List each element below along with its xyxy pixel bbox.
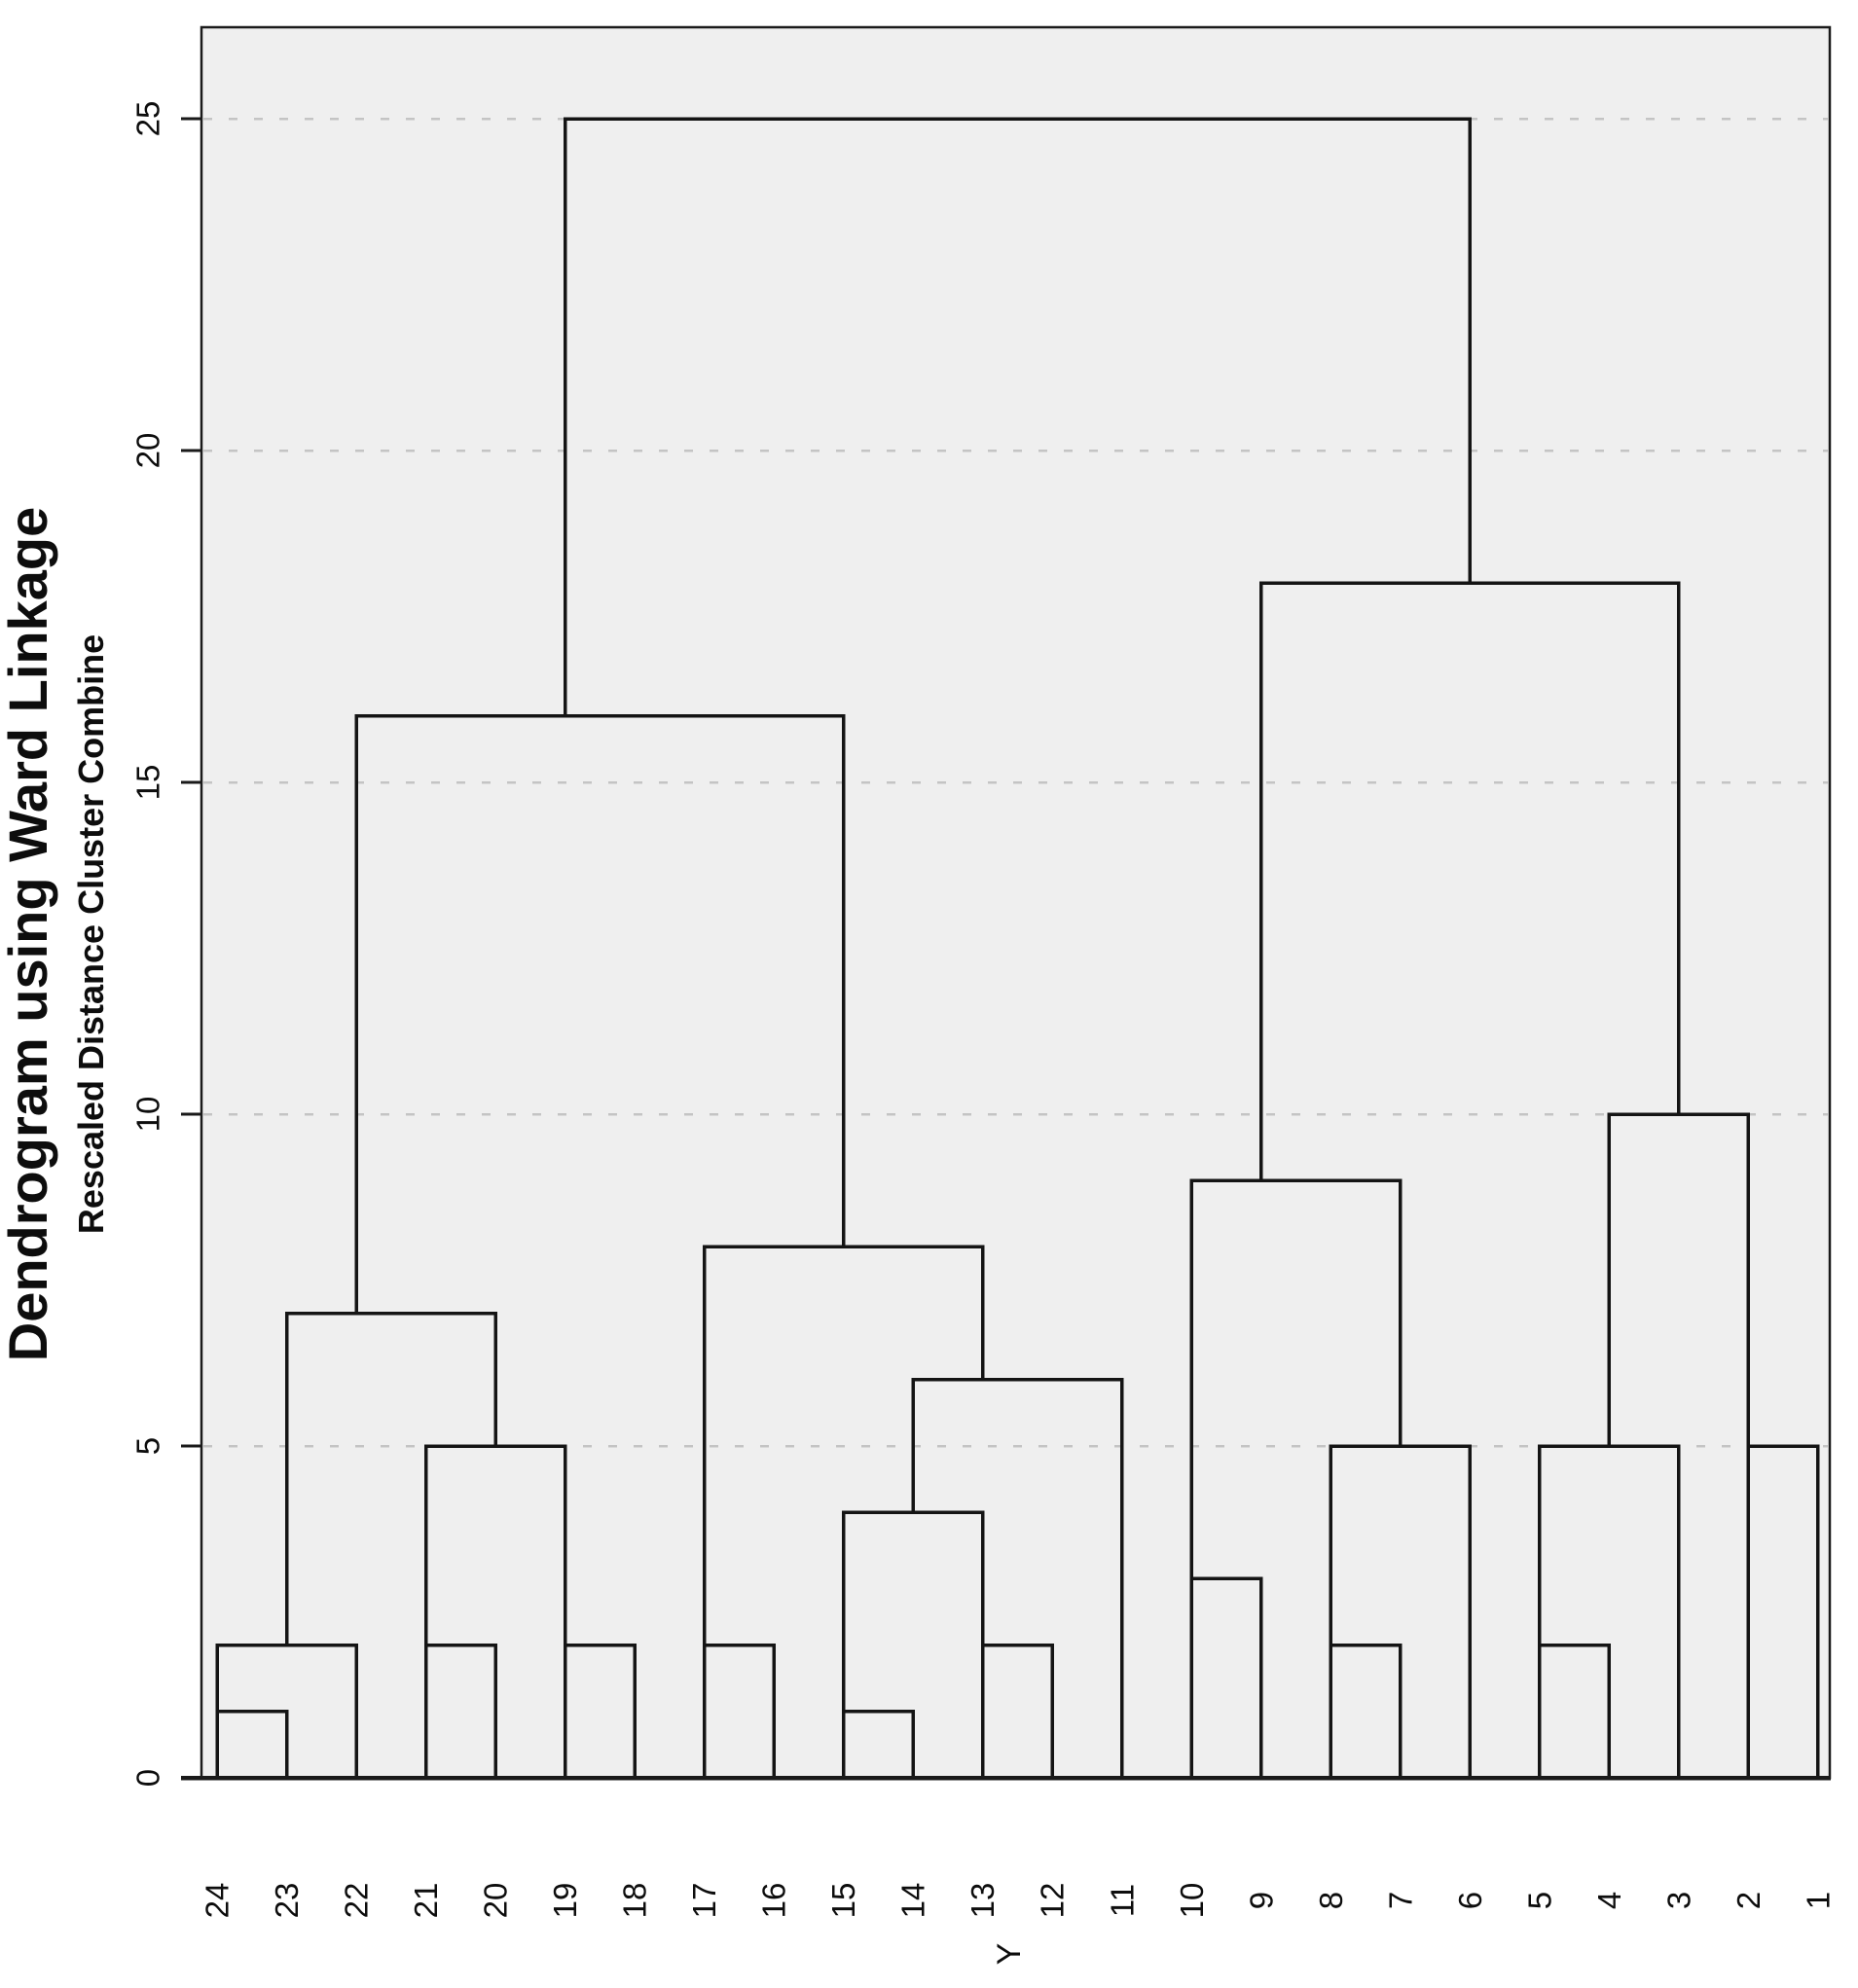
case-label: 1 [1800,1892,1836,1909]
tree-branch [563,117,1473,716]
case-label: 13 [965,1883,1001,1919]
tree-branch [1189,1178,1403,1579]
tree-branch [215,1710,289,1778]
case-label: 19 [547,1883,583,1919]
tree-branch [980,1643,1054,1778]
tree-branch [284,1311,497,1645]
case-label: 11 [1104,1884,1140,1917]
case-label: 8 [1313,1892,1349,1909]
tree-branch [841,1710,915,1778]
case-label: 3 [1660,1892,1696,1909]
distance-axis: 0 5 10 15 20 25 [130,101,1831,1787]
axis-tick-label: 15 [130,765,166,801]
tree-branch [1189,1576,1263,1778]
axis-tick-label: 25 [130,101,166,137]
case-label: 14 [895,1883,931,1919]
tree-branch [702,1643,776,1778]
axis-tick-label: 20 [130,433,166,469]
case-label: 12 [1035,1883,1071,1919]
case-label: 17 [686,1883,722,1919]
case-label: 18 [617,1883,653,1919]
case-axis-label: Y [991,1943,1028,1966]
tree-branch [1329,1643,1403,1778]
case-label: 23 [269,1883,305,1919]
case-label: 22 [339,1883,375,1919]
dendrogram-tree [215,117,1820,1778]
axis-tick-label: 5 [130,1437,166,1455]
case-label: 9 [1243,1892,1279,1909]
case-label: 7 [1382,1892,1418,1909]
tree-branch [354,714,846,1314]
axis-tick-label: 10 [130,1097,166,1133]
case-label: 24 [200,1883,236,1919]
chart-subtitle: Rescaled Distance Cluster Combine [71,634,111,1234]
case-label: 2 [1730,1892,1767,1909]
tree-branch [1538,1643,1612,1778]
case-label: 20 [478,1883,514,1919]
case-label: 5 [1521,1892,1557,1909]
chart-title: Dendrogram using Ward Linkage [0,507,58,1361]
case-label: 15 [825,1883,861,1919]
axis-tick-label: 0 [130,1769,166,1787]
case-label: 16 [756,1883,792,1919]
case-label: 4 [1591,1892,1627,1909]
tree-branch [1746,1444,1820,1778]
plot-area [201,27,1830,1778]
case-label: 21 [408,1883,444,1919]
tree-branch [563,1643,637,1778]
case-labels: 24 23 22 21 20 19 18 17 16 15 14 13 12 11 10 9 8 7 6 5 4 3 2 1 [200,1883,1837,1919]
tree-branch [423,1643,497,1778]
case-label: 6 [1452,1892,1488,1909]
tree-branch [911,1378,1124,1778]
case-label: 10 [1174,1883,1210,1919]
